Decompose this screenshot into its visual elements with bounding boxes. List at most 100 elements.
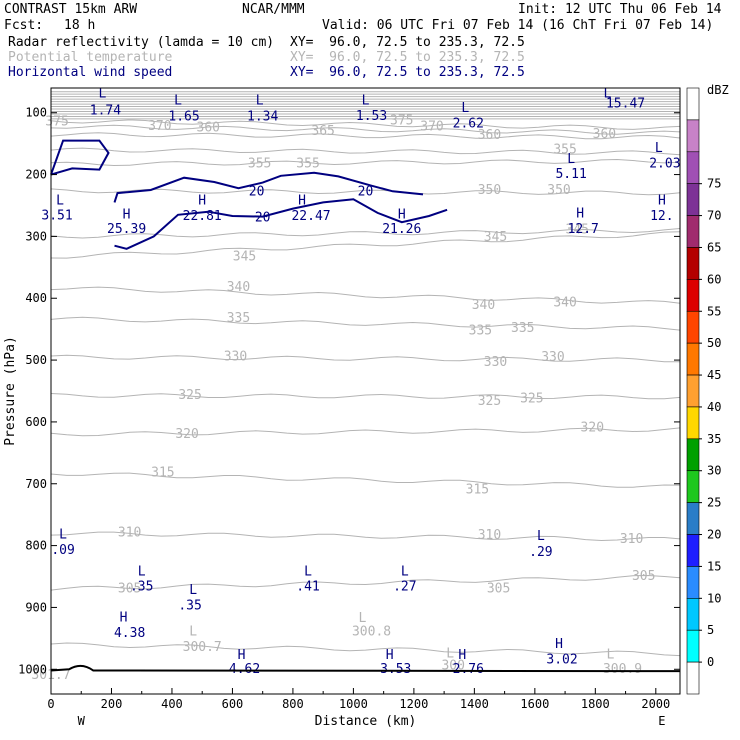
wind-extremum: L bbox=[174, 93, 182, 108]
colorbar-label: 25 bbox=[707, 496, 721, 510]
wind-extremum: H bbox=[398, 207, 406, 222]
wind-contour-lines bbox=[50, 139, 448, 250]
theta-label: 325 bbox=[520, 392, 543, 407]
wind-extremum: H bbox=[298, 194, 306, 209]
theta-label: 315 bbox=[151, 466, 174, 481]
colorbar-swatch bbox=[686, 374, 700, 408]
colorbar-label: 5 bbox=[707, 623, 714, 637]
theta-label: 355 bbox=[248, 157, 271, 172]
theta-label: 370 bbox=[148, 119, 171, 134]
theta-extremum: L bbox=[189, 625, 197, 640]
valid-time: Valid: 06 UTC Fri 07 Feb 14 (16 ChT Fri … bbox=[322, 18, 714, 33]
model-title: CONTRAST 15km ARW bbox=[4, 2, 138, 17]
theta-label: 360 bbox=[478, 128, 501, 143]
y-axis-label: Pressure (hPa) bbox=[3, 336, 18, 446]
theta-label: 310 bbox=[118, 526, 141, 541]
theta-label: 335 bbox=[511, 321, 534, 336]
x-tick-label: 1000 bbox=[339, 697, 368, 711]
x-tick-label: 600 bbox=[222, 697, 244, 711]
field-2-xy: XY= 96.0, 72.5 to 235.3, 72.5 bbox=[290, 50, 525, 65]
wind-extremum: 15.47 bbox=[606, 97, 645, 112]
field-3-xy: XY= 96.0, 72.5 to 235.3, 72.5 bbox=[290, 65, 525, 80]
theta-line bbox=[50, 124, 681, 135]
wind-extremum: 25.39 bbox=[107, 222, 146, 237]
wind-extremum: H bbox=[555, 637, 563, 652]
theta-label: 305 bbox=[632, 569, 655, 584]
wind-extremum: H bbox=[658, 194, 666, 209]
theta-line bbox=[50, 472, 681, 488]
west-label: W bbox=[78, 714, 86, 728]
wind-extremum: .29 bbox=[529, 545, 552, 560]
theta-line bbox=[50, 393, 681, 400]
wind-extremum: H bbox=[120, 610, 128, 625]
field-1-name: Radar reflectivity (lamda = 10 cm) bbox=[8, 35, 275, 50]
wind-extremum: L bbox=[138, 565, 146, 580]
wind-extremum: L bbox=[461, 101, 469, 116]
y-tick-label: 1000 bbox=[18, 662, 47, 676]
wind-extremum: H bbox=[386, 648, 394, 663]
theta-label: 375 bbox=[45, 115, 68, 130]
theta-label: 360 bbox=[197, 121, 220, 136]
wind-extremum: 22.47 bbox=[291, 209, 330, 224]
colorbar-swatch bbox=[686, 342, 700, 376]
x-tick-label: 1800 bbox=[581, 697, 610, 711]
wind-extremum: L bbox=[655, 141, 663, 156]
colorbar-label: 75 bbox=[707, 177, 721, 191]
colorbar-label: 20 bbox=[707, 528, 721, 542]
theta-label: 350 bbox=[478, 183, 501, 198]
wind-contour bbox=[50, 139, 110, 176]
theta-label: 320 bbox=[175, 427, 198, 442]
theta-line bbox=[50, 574, 681, 591]
theta-label: 345 bbox=[565, 223, 588, 238]
wind-extremum: L bbox=[362, 93, 370, 108]
x-tick-label: 0 bbox=[47, 697, 54, 711]
wind-extremum: 4.38 bbox=[114, 626, 145, 641]
theta-line bbox=[50, 188, 681, 196]
wind-contour bbox=[114, 198, 448, 250]
colorbar-swatch bbox=[686, 566, 700, 599]
colorbar-swatch bbox=[686, 310, 700, 344]
wind-extremum: 2.62 bbox=[453, 116, 484, 131]
theta-label: 305 bbox=[118, 581, 141, 596]
field-2-name: Potential temperature bbox=[8, 50, 173, 65]
wind-extremum: L bbox=[59, 528, 67, 543]
y-tick-label: 300 bbox=[25, 229, 47, 243]
wind-extremum: 1.34 bbox=[247, 110, 278, 125]
theta-label: 325 bbox=[478, 394, 501, 409]
y-tick-label: 100 bbox=[25, 106, 47, 120]
wind-extremum: .35 bbox=[130, 580, 153, 595]
east-label: E bbox=[658, 714, 665, 728]
colorbar-label: 40 bbox=[707, 400, 721, 414]
theta-line bbox=[50, 316, 681, 331]
contour-labels: 375 370 360 365 375 370 360 360 355 355 355 350 350 3… bbox=[31, 87, 680, 683]
colorbar-swatch bbox=[686, 247, 700, 280]
ground-line bbox=[50, 664, 681, 673]
theta-label: 370 bbox=[420, 119, 443, 134]
field-1-xy: XY= 96.0, 72.5 to 235.3, 72.5 bbox=[290, 35, 525, 50]
org-label: NCAR/MMM bbox=[242, 2, 305, 17]
wind-extremum: 5.11 bbox=[555, 167, 586, 182]
theta-line bbox=[50, 231, 681, 259]
theta-label: 320 bbox=[581, 421, 604, 436]
theta-label: 350 bbox=[547, 183, 570, 198]
theta-label: 345 bbox=[233, 249, 256, 264]
theta-label: 335 bbox=[227, 311, 250, 326]
colorbar-label: 55 bbox=[707, 304, 721, 318]
dbz-colorbar: dBZ 0 5 10 15 20 25 30 35 40 45 50 55 60 65 70 75 bbox=[686, 83, 729, 695]
colorbar-swatch bbox=[686, 534, 700, 567]
wind-extremum: L bbox=[567, 152, 575, 167]
colorbar-swatch bbox=[686, 151, 700, 184]
colorbar-swatch bbox=[686, 183, 700, 216]
theta-label: 340 bbox=[553, 296, 576, 311]
wind-extremum: 4.62 bbox=[229, 662, 260, 677]
theta-line bbox=[50, 354, 681, 363]
colorbar-swatch bbox=[686, 438, 700, 472]
wind-extremum: 3.53 bbox=[380, 662, 411, 677]
y-tick-label: 800 bbox=[25, 539, 47, 553]
colorbar-swatch bbox=[686, 470, 700, 503]
x-tick-label: 1600 bbox=[520, 697, 549, 711]
theta-label: 330 bbox=[224, 349, 247, 364]
theta-label: 310 bbox=[478, 528, 501, 543]
field-3-name: Horizontal wind speed bbox=[8, 65, 173, 80]
